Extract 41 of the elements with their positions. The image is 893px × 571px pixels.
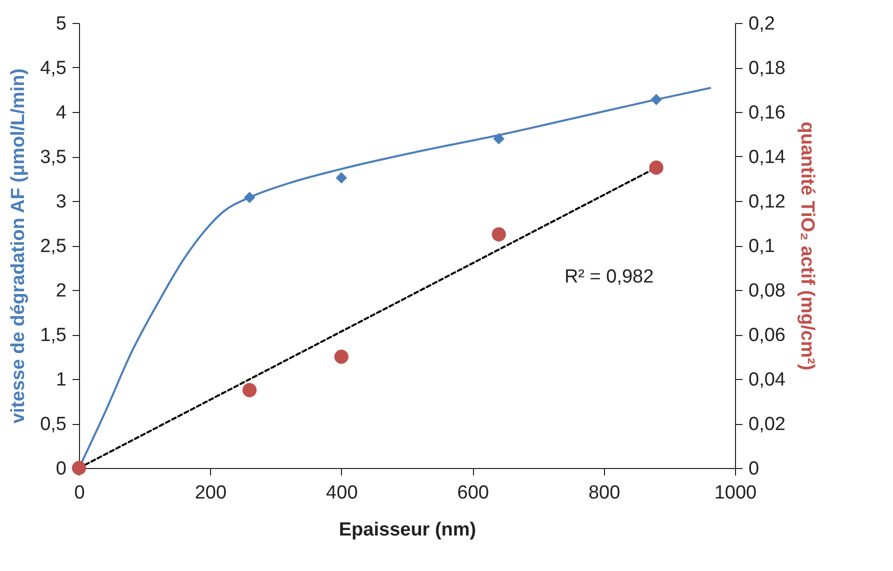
y2-tick-label: 0,12 <box>748 192 786 212</box>
point <box>334 350 348 364</box>
y-tick-label: 1 <box>56 370 66 390</box>
y2-tick-label: 0,1 <box>748 236 775 257</box>
y-tick-label: 0 <box>56 458 66 480</box>
point <box>242 383 257 398</box>
y-tick-label: 3 <box>56 192 66 212</box>
y-tick-label: 1,5 <box>40 325 66 346</box>
y2-tick-label: 0,08 <box>748 280 786 302</box>
y2-tick-label: 0,16 <box>748 102 786 124</box>
x-tick-label: 200 <box>194 482 227 504</box>
y-tick-label: 3,5 <box>40 147 66 168</box>
y-axis-title: vitesse de dégradation AF (μmol/L/min) <box>8 68 30 424</box>
point <box>649 160 664 175</box>
x-tick-label: 600 <box>457 482 489 504</box>
x-tick-label: 1000 <box>714 482 757 504</box>
x-tick-label: 0 <box>74 482 85 504</box>
y2-tick-label: 0,02 <box>748 414 786 435</box>
y2-tick-label: 0,06 <box>748 325 786 346</box>
y2-tick-label: 0,04 <box>748 370 786 390</box>
y-tick-label: 5 <box>56 14 66 34</box>
y2-tick-label: 0,2 <box>748 14 775 34</box>
y-tick-label: 2,5 <box>40 236 66 257</box>
y-tick-label: 0,5 <box>40 414 66 435</box>
y2-tick-label: 0,14 <box>748 147 786 168</box>
point <box>650 94 662 106</box>
y2-tick-label: 0,18 <box>748 58 786 79</box>
y2-axis-title: quantité TiO₂ actif (mg/cm²) <box>796 122 818 370</box>
y-tick-label: 2 <box>56 280 66 302</box>
point <box>244 192 256 204</box>
x-axis-title: Epaisseur (nm) <box>338 520 476 540</box>
x-tick-label: 400 <box>326 482 358 504</box>
point <box>492 227 506 242</box>
point <box>493 133 505 144</box>
x-tick-label: 800 <box>588 482 620 504</box>
y-tick-label: 4 <box>56 102 67 124</box>
point <box>336 172 348 184</box>
y2-tick-label: 0 <box>748 458 760 480</box>
point <box>72 460 86 476</box>
y-tick-label: 4,5 <box>40 58 66 79</box>
annotation: R² = 0,982 <box>564 266 654 288</box>
